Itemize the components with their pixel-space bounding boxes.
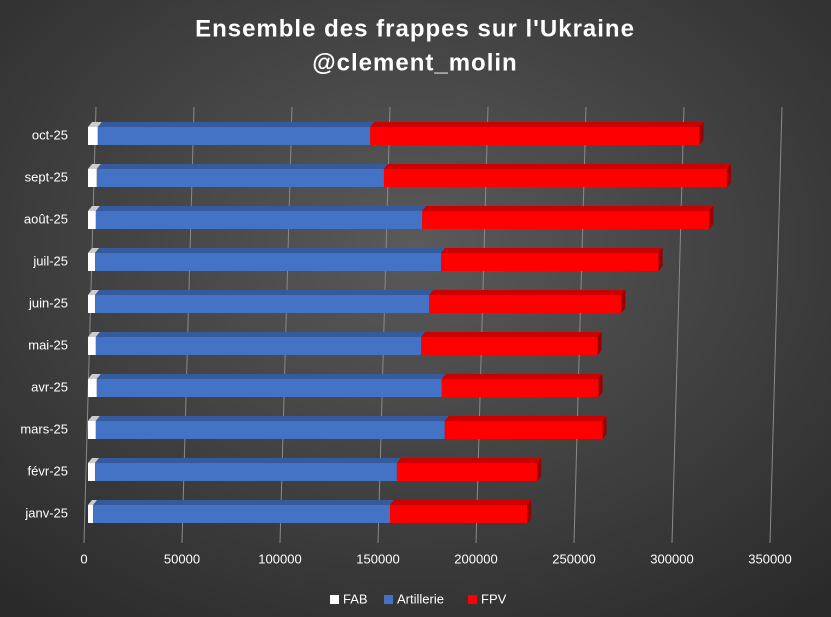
bar-top bbox=[390, 500, 532, 505]
bar-top bbox=[370, 122, 704, 127]
bar-top bbox=[88, 416, 100, 421]
bar bbox=[88, 295, 96, 313]
bar-top bbox=[93, 500, 395, 505]
legend-label: Artillerie bbox=[397, 591, 444, 606]
x-tick-label: 0 bbox=[80, 551, 87, 566]
bar-side bbox=[527, 500, 532, 523]
bar-top bbox=[95, 290, 434, 295]
bar-top bbox=[88, 332, 100, 337]
x-tick-label: 350000 bbox=[748, 551, 791, 566]
bar-top bbox=[421, 332, 602, 337]
bar-side bbox=[658, 248, 663, 271]
bar bbox=[390, 505, 528, 523]
bar-top bbox=[440, 248, 663, 253]
bar bbox=[422, 211, 710, 229]
bar bbox=[88, 211, 96, 229]
y-tick-label: juin-25 bbox=[28, 295, 68, 310]
bar-top bbox=[96, 374, 446, 379]
bar bbox=[97, 127, 371, 145]
bar-top bbox=[88, 290, 100, 295]
x-tick-label: 50000 bbox=[164, 551, 200, 566]
bar-top bbox=[88, 458, 100, 463]
y-tick-label: sept-25 bbox=[25, 169, 68, 184]
bar-top bbox=[88, 500, 98, 505]
bar bbox=[95, 295, 430, 313]
bar-side bbox=[709, 206, 714, 229]
bar bbox=[396, 463, 538, 481]
x-tick-label: 200000 bbox=[454, 551, 497, 566]
bar-top bbox=[396, 458, 542, 463]
y-tick-label: janv-25 bbox=[24, 505, 68, 520]
x-tick-label: 150000 bbox=[356, 551, 399, 566]
bar-side bbox=[699, 122, 704, 145]
bar bbox=[441, 379, 599, 397]
bar bbox=[88, 253, 96, 271]
bar-top bbox=[88, 122, 102, 127]
bar bbox=[88, 337, 96, 355]
bar-top bbox=[95, 416, 449, 421]
bar-top bbox=[88, 248, 100, 253]
bar-top bbox=[429, 290, 626, 295]
legend-swatch bbox=[468, 595, 477, 604]
bar bbox=[370, 127, 700, 145]
bar-top bbox=[97, 122, 375, 127]
bar-top bbox=[95, 332, 426, 337]
x-tick-label: 100000 bbox=[258, 551, 301, 566]
bar-side bbox=[598, 374, 603, 397]
bar bbox=[88, 505, 94, 523]
bar bbox=[444, 421, 603, 439]
bar-top bbox=[422, 206, 714, 211]
bar bbox=[88, 169, 97, 187]
legend-label: FPV bbox=[481, 591, 507, 606]
legend-swatch bbox=[330, 595, 339, 604]
bar bbox=[383, 169, 727, 187]
bar-top bbox=[88, 374, 101, 379]
bar-top bbox=[95, 248, 445, 253]
bar bbox=[88, 127, 98, 145]
legend-label: FAB bbox=[343, 591, 368, 606]
y-tick-label: juil-25 bbox=[32, 253, 68, 268]
y-tick-label: avr-25 bbox=[31, 379, 68, 394]
chart-subtitle: @clement_molin bbox=[312, 49, 517, 76]
y-tick-label: mai-25 bbox=[28, 337, 68, 352]
bar-top bbox=[96, 164, 388, 169]
bar bbox=[88, 379, 97, 397]
bar bbox=[421, 337, 598, 355]
bar bbox=[88, 463, 96, 481]
bar-top bbox=[95, 206, 427, 211]
y-tick-label: mars-25 bbox=[20, 421, 68, 436]
bar bbox=[95, 253, 441, 271]
bar bbox=[440, 253, 659, 271]
bar-side bbox=[537, 458, 542, 481]
y-tick-label: févr-25 bbox=[28, 463, 68, 478]
bar bbox=[96, 169, 384, 187]
bar bbox=[93, 505, 391, 523]
bar-side bbox=[621, 290, 626, 313]
bar-side bbox=[602, 416, 607, 439]
bar-side bbox=[726, 164, 731, 187]
bar bbox=[88, 421, 96, 439]
grid-line bbox=[769, 106, 783, 544]
bar-top bbox=[383, 164, 731, 169]
bar-side bbox=[597, 332, 602, 355]
bar bbox=[95, 337, 422, 355]
bar-top bbox=[444, 416, 607, 421]
bar bbox=[95, 463, 397, 481]
bar bbox=[95, 421, 445, 439]
bar bbox=[429, 295, 622, 313]
bar-top bbox=[441, 374, 603, 379]
bar-top bbox=[88, 206, 100, 211]
y-tick-label: oct-25 bbox=[32, 127, 68, 142]
y-tick-label: août-25 bbox=[24, 211, 68, 226]
chart-title: Ensemble des frappes sur l'Ukraine bbox=[195, 15, 635, 42]
bar bbox=[96, 379, 442, 397]
x-tick-label: 300000 bbox=[650, 551, 693, 566]
legend-swatch bbox=[384, 595, 393, 604]
bar bbox=[95, 211, 423, 229]
x-tick-label: 250000 bbox=[552, 551, 595, 566]
bar-top bbox=[95, 458, 401, 463]
bar-top bbox=[88, 164, 101, 169]
